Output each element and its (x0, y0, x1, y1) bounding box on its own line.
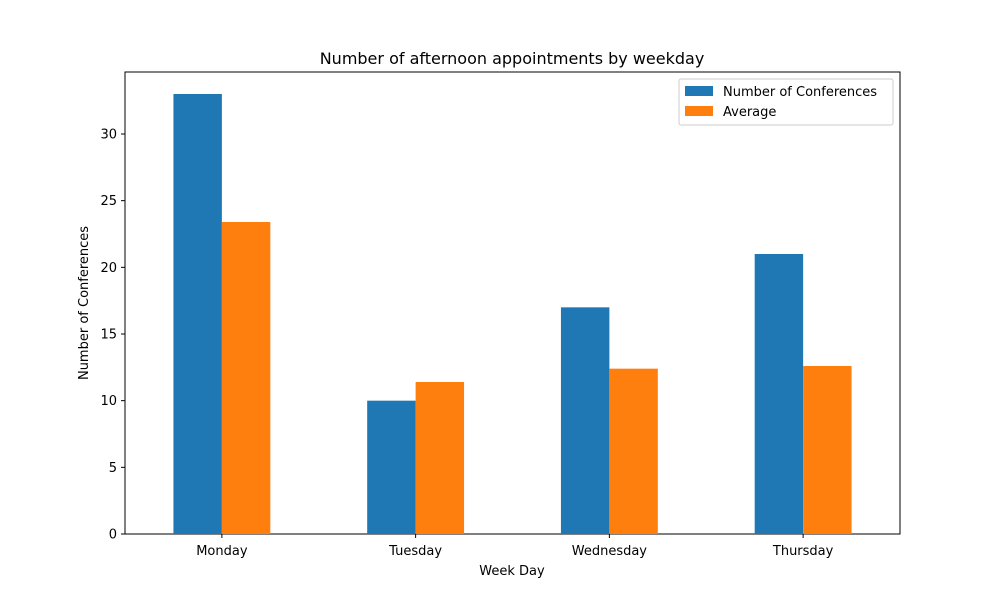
plot-area (124, 71, 901, 535)
legend-box (678, 78, 894, 126)
y-tick-label: 5 (109, 461, 117, 476)
bar-thursday-series-2 (803, 366, 852, 534)
y-tick-label: 25 (100, 194, 117, 209)
y-tick-label: 30 (100, 128, 117, 143)
bar-wednesday-series-1 (560, 307, 610, 534)
bar-monday-series-2 (221, 222, 271, 534)
y-axis-label: Number of Conferences (77, 226, 92, 380)
legend-label: Average (723, 105, 776, 120)
y-tick-label: 10 (100, 394, 117, 409)
x-axis: Monday Tuesday Wednesday Thursday (196, 534, 834, 559)
legend: Number of Conferences Average (678, 78, 894, 126)
x-tick-label: Monday (196, 544, 248, 559)
plot-frame (124, 71, 901, 535)
y-tick-label: 0 (109, 528, 117, 543)
x-tick-label: Wednesday (572, 544, 648, 559)
y-tick-label: 20 (100, 261, 117, 276)
chart-title: Number of afternoon appointments by week… (320, 49, 705, 68)
bar-tuesday-series-2 (415, 382, 465, 534)
bar-wednesday-series-2 (609, 368, 658, 534)
x-axis-label: Week Day (479, 564, 545, 579)
x-tick-label: Tuesday (388, 544, 442, 559)
bar-thursday-series-1 (754, 254, 804, 534)
y-axis: 0 5 10 15 20 25 30 (100, 128, 125, 543)
bars-group (173, 94, 852, 534)
y-tick-label: 15 (100, 328, 117, 343)
bar-tuesday-series-1 (367, 400, 416, 534)
x-tick-label: Thursday (772, 544, 834, 559)
legend-swatch (685, 106, 713, 116)
legend-swatch (685, 86, 713, 96)
legend-label: Number of Conferences (723, 85, 877, 100)
bar-monday-series-1 (173, 94, 222, 534)
